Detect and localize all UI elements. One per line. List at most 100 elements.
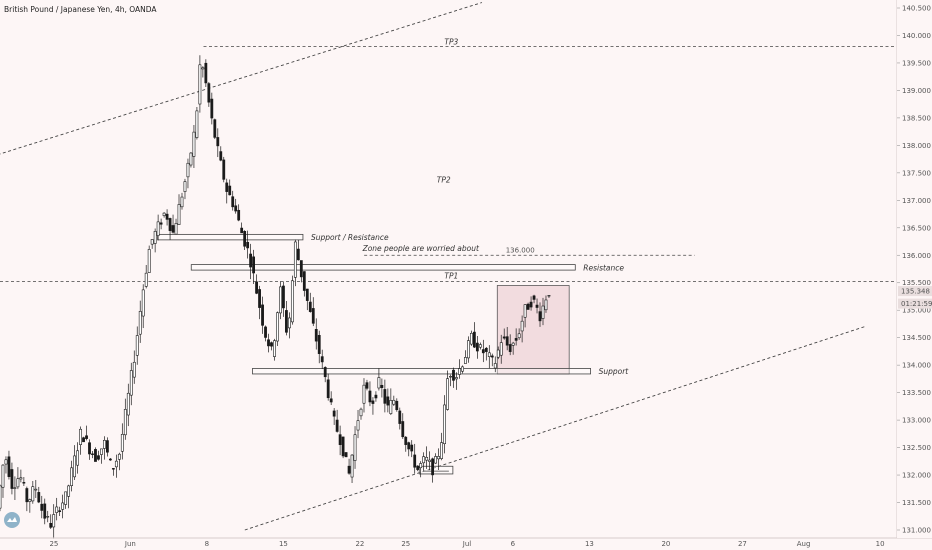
y-tick-label: 135.000 [902,307,931,315]
candle-body [129,370,133,396]
x-tick-label: Jul [462,540,472,548]
x-tick-label: Aug [797,540,811,548]
candle-body [123,409,127,436]
y-tick-label: 132.500 [902,444,931,452]
candle-body [386,396,390,406]
candle-body [469,332,473,345]
zone-support-box[interactable] [252,368,591,375]
y-tick-label: 131.000 [902,527,931,535]
tp1-label: TP1 [444,272,458,281]
candle-body [467,340,470,359]
candle-body [159,222,163,225]
candle-body [440,442,443,459]
candle-body [544,299,548,311]
candle-body [61,502,65,510]
candle-body [82,437,85,443]
candle-body [58,510,62,512]
candle-body [353,434,357,461]
candle-body [64,491,68,505]
candle-body [28,499,32,502]
candle-body [183,181,187,192]
candle-body [273,340,276,357]
candle-body [437,456,440,460]
candle-body [401,421,405,438]
candle-body [177,204,181,225]
candle-body [40,503,44,511]
candle-body [511,342,515,346]
y-tick-label: 135.500 [902,279,931,287]
candle-body [389,400,393,414]
x-tick-label: 22 [355,540,364,548]
candle-body [16,478,20,488]
x-tick-label: 13 [585,540,594,548]
candle-body [302,271,306,291]
candle-body [79,428,82,445]
candle-body [144,272,148,287]
candle-body [344,452,348,458]
candle-body [156,221,160,236]
y-tick-label: 134.000 [902,362,931,370]
candle-body [192,131,196,157]
candle-body [431,458,435,476]
candle-body [73,455,76,478]
y-tick-label: 136.000 [902,252,931,260]
candle-body [526,303,530,310]
zone-support-resistance-label: Support / Resistance [311,233,389,242]
consolidation-box[interactable] [496,285,570,375]
candle-body [398,410,402,424]
zone-resistance-label: Resistance [583,263,624,272]
x-axis: 25 Jun 8 15 22 25 Jul 6 13 20 27 Aug 10 [49,540,884,548]
x-tick-label: Jun [124,540,136,548]
candle-body [341,436,345,457]
candle-body [514,338,518,341]
candle-body [311,308,315,324]
candle-body [410,444,414,452]
candle-body [255,281,258,294]
candle-body [452,369,455,381]
candle-body [425,456,429,461]
candle-body [165,213,169,220]
candle-body [413,454,417,468]
candle-body [91,453,94,455]
candle-body [368,390,372,403]
candle-body [380,384,384,388]
candle-body [225,182,229,192]
candle-body [100,448,103,455]
trendline-2[interactable] [244,326,865,531]
candle-body [428,459,432,462]
candle-body [326,379,330,399]
countdown-badge: 01:21:59 [901,300,932,308]
candle-body [222,159,226,180]
candle-body [458,368,461,375]
candle-body [461,366,464,372]
candle-body [290,280,294,323]
candle-body [153,231,157,244]
y-tick-label: 137.000 [902,197,931,205]
candle-body [308,301,312,312]
candle-body [70,467,74,486]
candle-body [85,435,88,439]
candle-body [287,317,291,329]
candle-body [508,344,512,352]
candle-body [246,241,250,249]
zone-resistance-box[interactable] [190,264,576,271]
candle-body [117,453,121,460]
zone-bottom-box[interactable] [418,465,454,475]
candle-body [150,239,154,245]
candle-body [1,464,5,488]
tp3-label: TP3 [444,37,458,46]
candle-body [270,342,273,347]
y-tick-label: 131.500 [902,499,931,507]
x-tick-label: 8 [205,540,209,548]
annotations: TP2 [437,176,451,185]
candle-body [132,361,136,378]
candle-body [541,305,545,319]
zone-support-resistance-box[interactable] [157,233,304,241]
candle-body [147,249,151,273]
candle-body [523,304,527,318]
candle-body [7,456,11,477]
candle-body [529,301,533,308]
candle-body [443,404,446,445]
candle-body [279,286,282,314]
